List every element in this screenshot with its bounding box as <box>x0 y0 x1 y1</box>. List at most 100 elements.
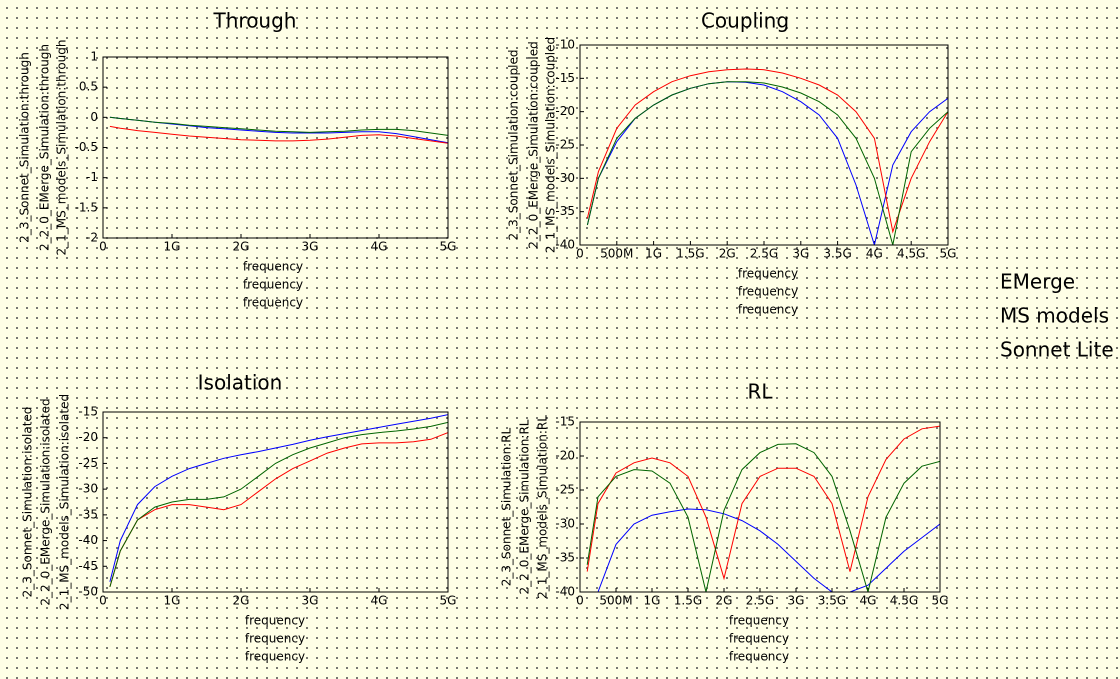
y-tick-label: 0 <box>90 110 98 124</box>
x-tick-label: 3.5G <box>818 594 846 608</box>
y-tick-label: -30 <box>555 517 575 531</box>
x-axis-label: frequency <box>243 260 303 274</box>
x-tick-label: 5G <box>940 247 957 261</box>
series-line <box>586 425 940 581</box>
y-tick-label: -1.5 <box>75 200 98 214</box>
y-tick-label: -30 <box>78 482 98 496</box>
x-tick-label: 4G <box>866 247 883 261</box>
x-tick-label: 0 <box>99 594 107 608</box>
series-line <box>109 414 448 582</box>
x-axis-label: frequency <box>729 650 789 664</box>
y-tick-label: -40 <box>555 585 575 599</box>
y-tick-label: 1 <box>90 50 98 64</box>
x-tick-label: 3G <box>302 594 319 608</box>
y-axis-label: 2_3_Sonnet_Simulation:through <box>18 52 32 243</box>
y-tick-label: -35 <box>78 507 98 521</box>
y-axis-label: 2_1_MS_models_Simulation:through <box>55 40 69 256</box>
x-tick-label: 0 <box>576 247 584 261</box>
series-line <box>109 116 448 144</box>
y-axis-label: 2_1_MS_models_Simulation:RL <box>536 415 550 599</box>
y-axis-label: 2_1_MS_models_Simulation:isolated <box>58 394 72 610</box>
chart-title: Through <box>213 9 297 33</box>
y-axis-label: 2_1_MS_models_Simulation:coupled <box>544 37 558 253</box>
x-tick-label: 4G <box>860 594 877 608</box>
x-tick-label: 1G <box>164 240 181 254</box>
plot-frame <box>102 56 449 239</box>
x-tick-label: 4.5G <box>890 594 918 608</box>
chart-title: Coupling <box>701 9 789 33</box>
y-axis-label: 2_2_0_EMerge_Simulation:RL <box>518 419 532 594</box>
y-tick-label: -0.5 <box>75 140 98 154</box>
series-line <box>587 508 940 592</box>
y-axis-label: 2_3_Sonnet_Simulation:RL <box>500 427 514 586</box>
x-tick-label: 1.5G <box>674 594 702 608</box>
series-line <box>586 81 948 245</box>
x-axis-label: frequency <box>729 614 789 628</box>
y-tick-label: -50 <box>78 585 98 599</box>
x-tick-label: 1G <box>644 594 661 608</box>
x-tick-label: 1G <box>645 247 662 261</box>
y-tick-label: -30 <box>555 171 575 185</box>
x-tick-label: 4G <box>371 594 388 608</box>
series-line <box>586 443 940 592</box>
legend-label: EMerge <box>1000 270 1075 294</box>
series-line <box>109 421 448 588</box>
x-tick-label: 2G <box>233 240 250 254</box>
y-tick-label: -45 <box>78 559 98 573</box>
x-tick-label: 5G <box>440 594 457 608</box>
chart-title: Isolation <box>198 371 283 395</box>
y-tick-label: -40 <box>78 533 98 547</box>
plot-frame <box>579 44 949 246</box>
y-tick-label: -40 <box>555 238 575 252</box>
x-tick-label: 5G <box>440 240 457 254</box>
y-tick-label: -35 <box>555 551 575 565</box>
y-tick-label: -35 <box>555 204 575 218</box>
x-axis-label: frequency <box>243 278 303 292</box>
y-tick-label: -1 <box>86 170 98 184</box>
x-tick-label: 4G <box>371 240 388 254</box>
x-tick-label: 500M <box>600 247 633 261</box>
x-tick-label: 3G <box>792 247 809 261</box>
x-tick-label: 4.5G <box>897 247 925 261</box>
x-tick-label: 1G <box>164 594 181 608</box>
x-axis-label: frequency <box>245 650 305 664</box>
y-axis-label: 2_2_0_EMerge_Simulation:isolated <box>39 398 53 605</box>
y-tick-label: -25 <box>78 456 98 470</box>
y-tick-label: -2 <box>86 231 98 245</box>
x-tick-label: 3G <box>302 240 319 254</box>
y-tick-label: -15 <box>555 71 575 85</box>
x-tick-label: 2G <box>716 594 733 608</box>
x-axis-label: frequency <box>738 303 798 317</box>
x-axis-label: frequency <box>243 296 303 310</box>
legend-label: MS models <box>1000 304 1109 328</box>
y-axis-label: 2_3_Sonnet_Simulation:isolated <box>21 407 35 598</box>
x-tick-label: 2.5G <box>746 594 774 608</box>
y-axis-label: 2_2_0_EMerge_Simulation:through <box>38 44 52 251</box>
series-line <box>109 116 448 136</box>
legend-label: Sonnet Lite <box>1000 338 1114 362</box>
series-line <box>586 81 948 245</box>
x-tick-label: 2.5G <box>750 247 778 261</box>
x-tick-label: 2G <box>719 247 736 261</box>
x-axis-label: frequency <box>729 632 789 646</box>
y-tick-label: -15 <box>78 405 98 419</box>
y-tick-label: -20 <box>555 104 575 118</box>
y-tick-label: -20 <box>78 430 98 444</box>
x-axis-label: frequency <box>245 614 305 628</box>
x-tick-label: 0 <box>99 240 107 254</box>
plot-frame <box>102 411 449 593</box>
series-line <box>109 432 448 588</box>
x-tick-label: 500M <box>599 594 632 608</box>
x-axis-label: frequency <box>738 285 798 299</box>
y-tick-label: 0.5 <box>79 80 98 94</box>
y-axis-label: 2_2_0_EMerge_Simulation:coupled <box>527 41 541 248</box>
y-tick-label: -10 <box>555 38 575 52</box>
x-tick-label: 5G <box>932 594 949 608</box>
x-axis-label: frequency <box>245 632 305 646</box>
y-tick-label: -15 <box>555 415 575 429</box>
x-tick-label: 2G <box>233 594 250 608</box>
series-line <box>586 68 948 234</box>
x-tick-label: 3G <box>788 594 805 608</box>
y-tick-label: -25 <box>555 138 575 152</box>
